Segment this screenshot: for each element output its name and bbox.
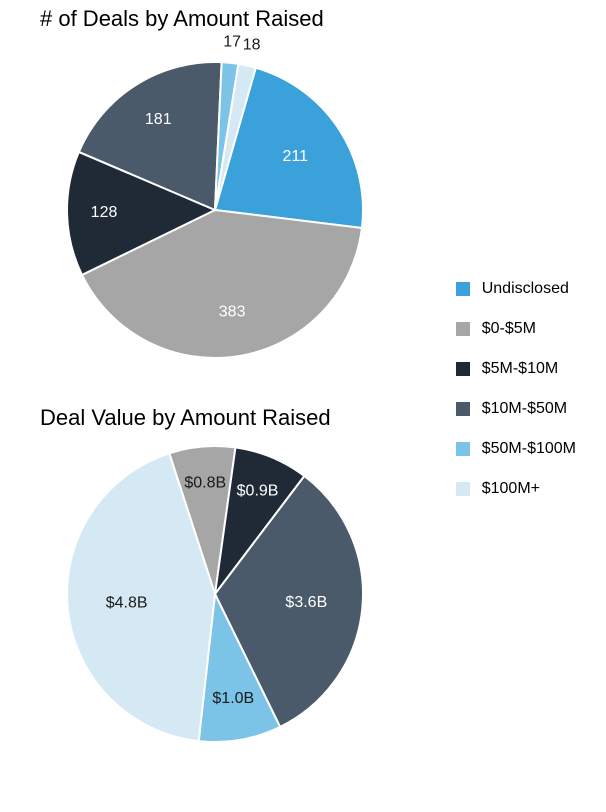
legend-item: $5M-$10M [456,360,576,378]
chart1-slice-label: 17 [223,33,241,50]
legend-label: Undisclosed [482,280,569,298]
chart1-slice-label: 181 [145,111,172,128]
legend-swatch [456,402,470,416]
legend-label: $10M-$50M [482,400,567,418]
chart2-slice-label: $4.8B [106,594,148,611]
legend-item: $10M-$50M [456,400,576,418]
chart2-slice-label: $0.8B [184,475,226,492]
legend-swatch [456,442,470,456]
legend-label: $0-$5M [482,320,536,338]
legend-swatch [456,362,470,376]
legend-swatch [456,482,470,496]
chart1-slice-label: 128 [91,204,118,221]
chart1-slice-label: 383 [219,303,246,320]
chart2-slice-label: $0.9B [237,483,279,500]
legend-item: $100M+ [456,480,576,498]
chart2-pie: $0.8B $0.9B $3.6B $1.0B $4.8B [0,376,433,812]
legend-label: $100M+ [482,480,540,498]
chart1-slice-label: 211 [282,148,308,165]
legend-label: $50M-$100M [482,440,576,458]
legend: Undisclosed $0-$5M $5M-$10M $10M-$50M $50M-$… [456,280,576,520]
legend-swatch [456,322,470,336]
chart2-slice-label: $3.6B [285,594,327,611]
legend-item: $50M-$100M [456,440,576,458]
legend-item: Undisclosed [456,280,576,298]
legend-item: $0-$5M [456,320,576,338]
legend-label: $5M-$10M [482,360,558,378]
legend-swatch [456,282,470,296]
chart2-slice-label: $1.0B [212,690,254,707]
chart1-pie: 211 383 128 181 1718 [0,0,433,428]
chart1-slice-label: 18 [243,37,261,54]
charts-container: # of Deals by Amount Raised 211383128181… [0,0,606,770]
